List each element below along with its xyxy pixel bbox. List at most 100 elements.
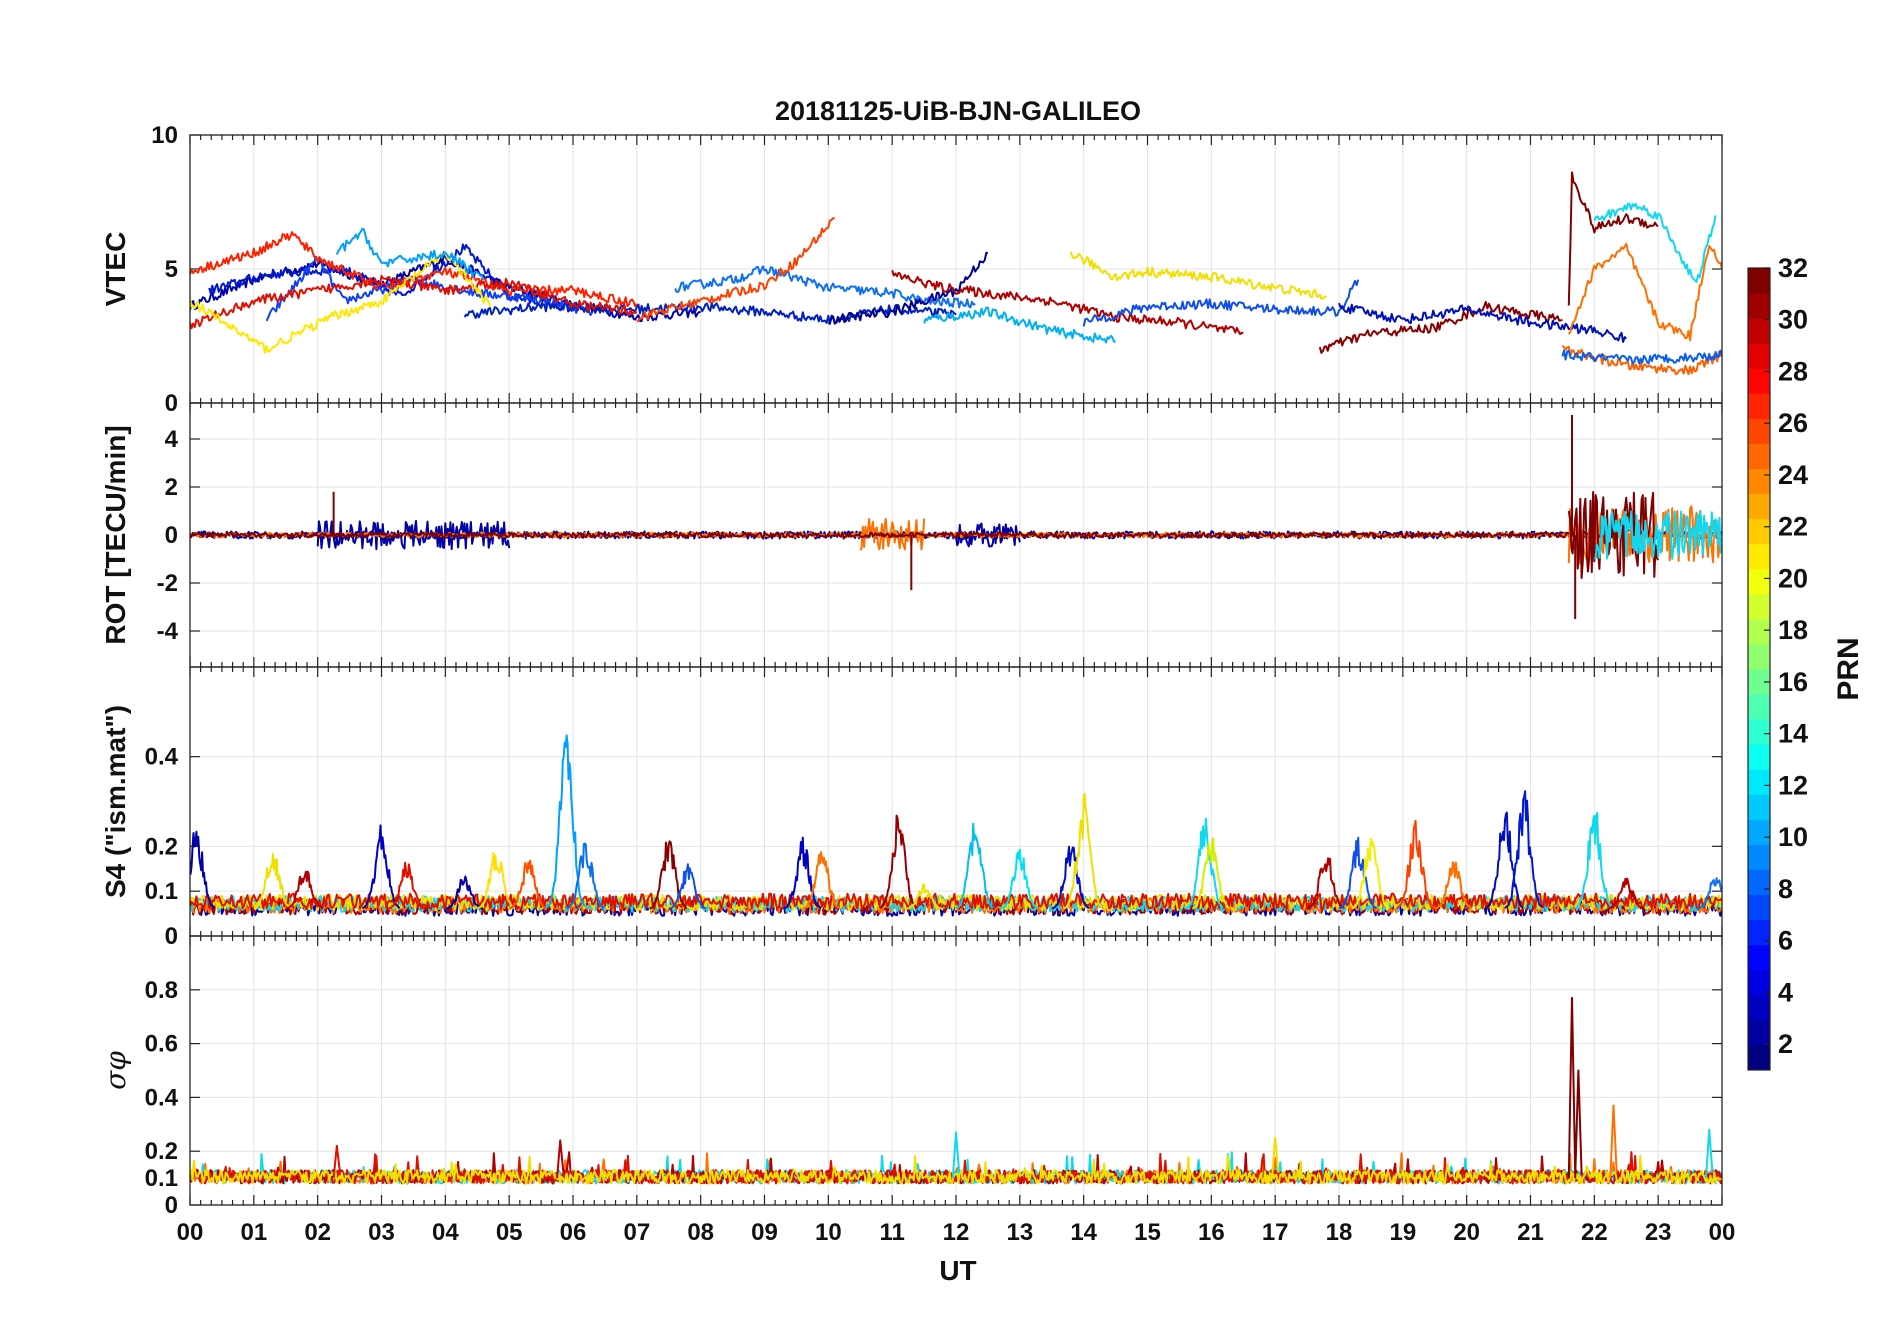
y-tick-label: 5 [165,256,178,283]
colorbar-tick-label: 18 [1778,615,1808,645]
rot-series-prn-32 [190,531,1570,539]
s4-burst [904,883,943,910]
x-tick-label: 05 [496,1219,523,1246]
vtec-series-prn-30 [891,270,1244,336]
colorbar-band [1748,518,1770,545]
sigma-spike [1609,1104,1618,1179]
sigma-spike [1567,996,1577,1179]
y-tick-label: 0 [165,522,178,549]
x-tick-label: 01 [240,1219,267,1246]
s4-burst [1063,793,1103,910]
y-tick-label: 10 [151,122,178,149]
vtec-series-prn-9 [674,265,976,309]
x-tick-label: 14 [1070,1219,1097,1246]
y-tick-label: 0.8 [145,977,178,1004]
colorbar-band [1748,618,1770,645]
s4-burst [476,852,515,910]
colorbar-band [1748,669,1770,695]
colorbar-band [1748,1019,1770,1046]
colorbar-tick-label: 12 [1778,770,1808,800]
vtec-series-prn-12 [923,306,1116,344]
y-tick-label: 0.4 [145,744,179,771]
colorbar-band [1748,443,1770,469]
colorbar-band [1748,643,1770,670]
x-tick-label: 09 [751,1219,778,1246]
colorbar-tick-label: 32 [1778,253,1808,283]
s4-burst [1191,837,1231,910]
colorbar-band [1748,368,1770,394]
colorbar-band [1748,1044,1770,1071]
x-tick-label: 23 [1645,1219,1672,1246]
colorbar-band [1748,293,1770,319]
s4-burst [1606,877,1645,910]
plot-area [190,734,1722,917]
colorbar-band [1748,418,1770,444]
s4-burst [445,875,483,910]
colorbar-band [1748,769,1770,795]
colorbar-tick-label: 28 [1778,356,1808,386]
colorbar-band [1748,869,1770,896]
vtec-series-prn-11 [1593,202,1717,283]
colorbar-tick-label: 16 [1778,667,1808,697]
y-axis-label: ROT [TECU/min] [100,425,131,644]
colorbar-tick-label: 8 [1778,874,1793,904]
x-axis-label: UT [939,1255,976,1286]
s4-burst [546,734,586,909]
vtec-series-prn-32 [1567,171,1659,306]
y-tick-label: 0.4 [145,1084,179,1111]
panel-vtec: 0 5 10 VTEC [100,122,1723,417]
vtec-series-prn-24 [1567,242,1722,342]
rot-series-prn-32 [1567,491,1660,579]
panel-rot: -4 -2 0 2 4 ROT [TECU/min] [100,402,1723,668]
s4-burst [955,822,994,910]
s4-burst [1696,877,1722,910]
s4-burst [1504,790,1543,909]
y-axis-label: S4 ("ism.mat") [100,705,131,898]
x-tick-label: 02 [304,1219,331,1246]
y-tick-label: -4 [157,618,179,645]
colorbar-tick-label: 24 [1778,460,1808,490]
colorbar-band [1748,568,1770,595]
x-tick-label: 22 [1581,1219,1608,1246]
colorbar-tick-label: 10 [1778,822,1808,852]
colorbar-tick-label: 20 [1778,563,1808,593]
x-tick-label: 11 [879,1219,904,1246]
x-tick-label: 21 [1517,1219,1544,1246]
colorbar-band [1748,944,1770,971]
x-tick-label: 17 [1262,1219,1289,1246]
colorbar-tick-label: 30 [1778,305,1808,335]
y-tick-label: 0.2 [145,1138,178,1165]
plot-area [190,996,1722,1185]
colorbar-band [1748,969,1770,996]
y-tick-label: 2 [165,474,178,501]
colorbar-band [1748,268,1770,294]
colorbar-band [1748,593,1770,620]
vtec-series-prn-3 [1338,302,1628,343]
y-tick-label: 0 [165,923,178,950]
s4-burst [649,840,688,910]
y-axis-label: σφ [99,1051,132,1090]
x-tick-label: 07 [623,1219,650,1246]
colorbar-band [1748,719,1770,745]
plot-area [190,171,1722,376]
s4-burst [1485,811,1524,909]
x-tick-label: 19 [1389,1219,1416,1246]
s4-burst [190,830,215,909]
vtec-series-prn-25 [1561,345,1722,376]
colorbar-band [1748,844,1770,870]
s4-burst [1434,861,1473,910]
colorbar-band [1748,493,1770,520]
colorbar-label: PRN [1832,637,1865,700]
colorbar-band [1748,819,1770,845]
s4-burst [1338,836,1377,910]
vtec-series-prn-1 [827,251,988,325]
chart-title: 20181125-UiB-BJN-GALILEO [775,96,1141,126]
y-tick-label: 0.6 [145,1031,178,1058]
sigma-spike [1270,1136,1280,1179]
sigma-spike [1705,1128,1714,1179]
x-axis: 00 01 02 03 04 05 06 07 08 09 10 11 12 13 14 15 16 17 18 19… [177,1219,1736,1246]
panel-frame [189,935,1723,1206]
y-tick-label: 0 [165,390,178,417]
colorbar-tick-label: 26 [1778,408,1808,438]
